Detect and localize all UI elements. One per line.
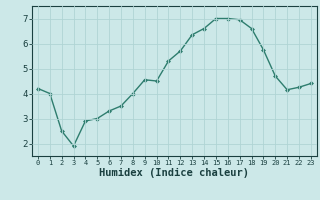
X-axis label: Humidex (Indice chaleur): Humidex (Indice chaleur) bbox=[100, 168, 249, 178]
